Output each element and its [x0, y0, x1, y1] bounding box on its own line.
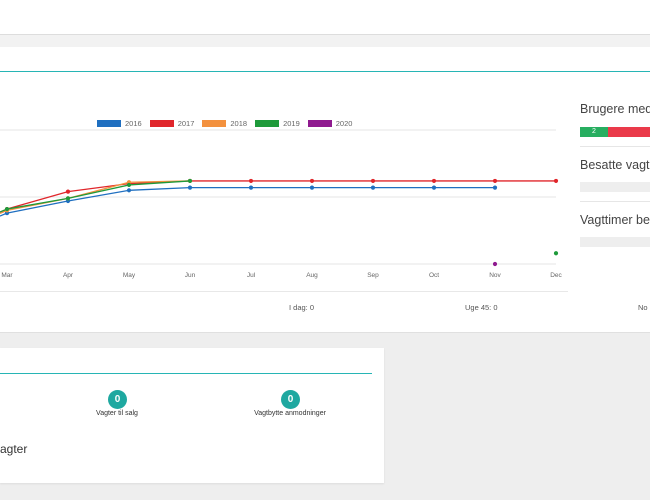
x-tick-label: Aug	[306, 272, 318, 279]
x-tick-label: Mar	[1, 272, 13, 279]
data-point-2019[interactable]	[4, 206, 10, 212]
legend-item-2016[interactable]: 2016	[97, 116, 142, 130]
data-point-2017[interactable]	[553, 178, 559, 184]
legend-label: 2017	[177, 118, 195, 128]
summary-today: I dag: 0	[289, 303, 315, 312]
occupied-title: Besatte vagte	[580, 158, 650, 172]
legend-swatch	[149, 119, 174, 127]
occupied-bar	[580, 182, 650, 192]
data-point-2019[interactable]	[187, 178, 193, 184]
x-tick-label: May	[123, 272, 136, 279]
shifts-card-accent-line	[0, 373, 372, 374]
x-tick-label: Dec	[550, 272, 562, 279]
summary-month: No	[638, 303, 648, 312]
legend-swatch	[97, 119, 121, 127]
data-point-2017[interactable]	[370, 178, 376, 184]
x-tick-label: Apr	[63, 272, 74, 279]
x-tick-label: Oct	[429, 272, 439, 279]
shifts-for-sale-label[interactable]: Vagter til salg	[96, 410, 138, 417]
shifts-section-title: agter	[0, 442, 28, 456]
swap-requests-label[interactable]: Vagtbytte anmodninger	[254, 410, 326, 417]
series-line-2017	[6, 180, 556, 210]
data-point-2019[interactable]	[126, 182, 132, 188]
users-bar: 2	[580, 127, 650, 137]
users-bar-green: 2	[580, 127, 608, 137]
series-line-2019	[6, 180, 191, 210]
card-accent-line	[0, 71, 650, 72]
series-line-2016	[6, 186, 495, 214]
legend-label: 2020	[335, 118, 353, 128]
legend-label: 2018	[230, 118, 248, 128]
data-point-2016[interactable]	[431, 185, 437, 190]
series-line-2018	[6, 180, 191, 212]
legend-item-2017[interactable]: 2017	[149, 116, 195, 130]
x-tick-label: Jun	[185, 272, 196, 279]
line-chart: Mar Apr May Jun Jul Aug Sep Oct Nov Dec	[0, 129, 563, 279]
data-point-2017[interactable]	[248, 178, 254, 184]
data-point-2016[interactable]	[126, 188, 132, 193]
summary-week: Uge 45: 0	[465, 303, 498, 312]
x-tick-label: Jul	[247, 272, 256, 279]
x-tick-label: Sep	[367, 272, 379, 279]
data-point-2016[interactable]	[187, 185, 193, 190]
data-point-2019[interactable]	[65, 196, 71, 201]
data-point-2019[interactable]	[553, 251, 559, 256]
header-spacer	[0, 35, 650, 47]
shifts-card	[0, 348, 384, 483]
data-point-2017[interactable]	[431, 178, 437, 184]
shifts-for-sale-count-badge[interactable]: 0	[108, 390, 127, 409]
side-divider-2	[580, 201, 650, 202]
legend-label: 2016	[125, 118, 142, 128]
legend-label: 2019	[283, 118, 300, 128]
data-point-2017[interactable]	[309, 178, 315, 184]
data-point-2017[interactable]	[492, 178, 498, 184]
users-bar-red	[608, 127, 650, 137]
x-tick-label: Nov	[489, 272, 501, 279]
side-divider	[580, 146, 650, 147]
legend-item-2018[interactable]: 2018	[202, 116, 247, 130]
legend-swatch	[202, 119, 227, 127]
legend-item-2019[interactable]: 2019	[255, 116, 300, 130]
data-point-2016[interactable]	[492, 185, 498, 190]
data-point-2016[interactable]	[248, 185, 254, 190]
chart-legend: 2016 2017 2018 2019 2020	[97, 116, 360, 130]
top-header-bar	[0, 0, 650, 35]
legend-item-2020[interactable]: 2020	[307, 116, 353, 130]
users-title: Brugere med	[580, 102, 650, 116]
hours-bar	[580, 237, 650, 247]
swap-requests-count-badge[interactable]: 0	[281, 390, 300, 409]
legend-swatch	[255, 119, 280, 127]
hours-panel: Vagttimer bes	[580, 213, 650, 227]
data-point-2017[interactable]	[65, 189, 71, 194]
data-point-2020[interactable]	[492, 261, 498, 267]
data-point-2016[interactable]	[370, 185, 376, 190]
occupied-panel: Besatte vagte	[580, 158, 650, 172]
users-panel: Brugere med	[580, 102, 650, 116]
legend-swatch	[307, 119, 332, 127]
data-point-2016[interactable]	[309, 185, 315, 190]
chart-bottom-divider	[0, 291, 568, 292]
hours-title: Vagttimer bes	[580, 213, 650, 227]
